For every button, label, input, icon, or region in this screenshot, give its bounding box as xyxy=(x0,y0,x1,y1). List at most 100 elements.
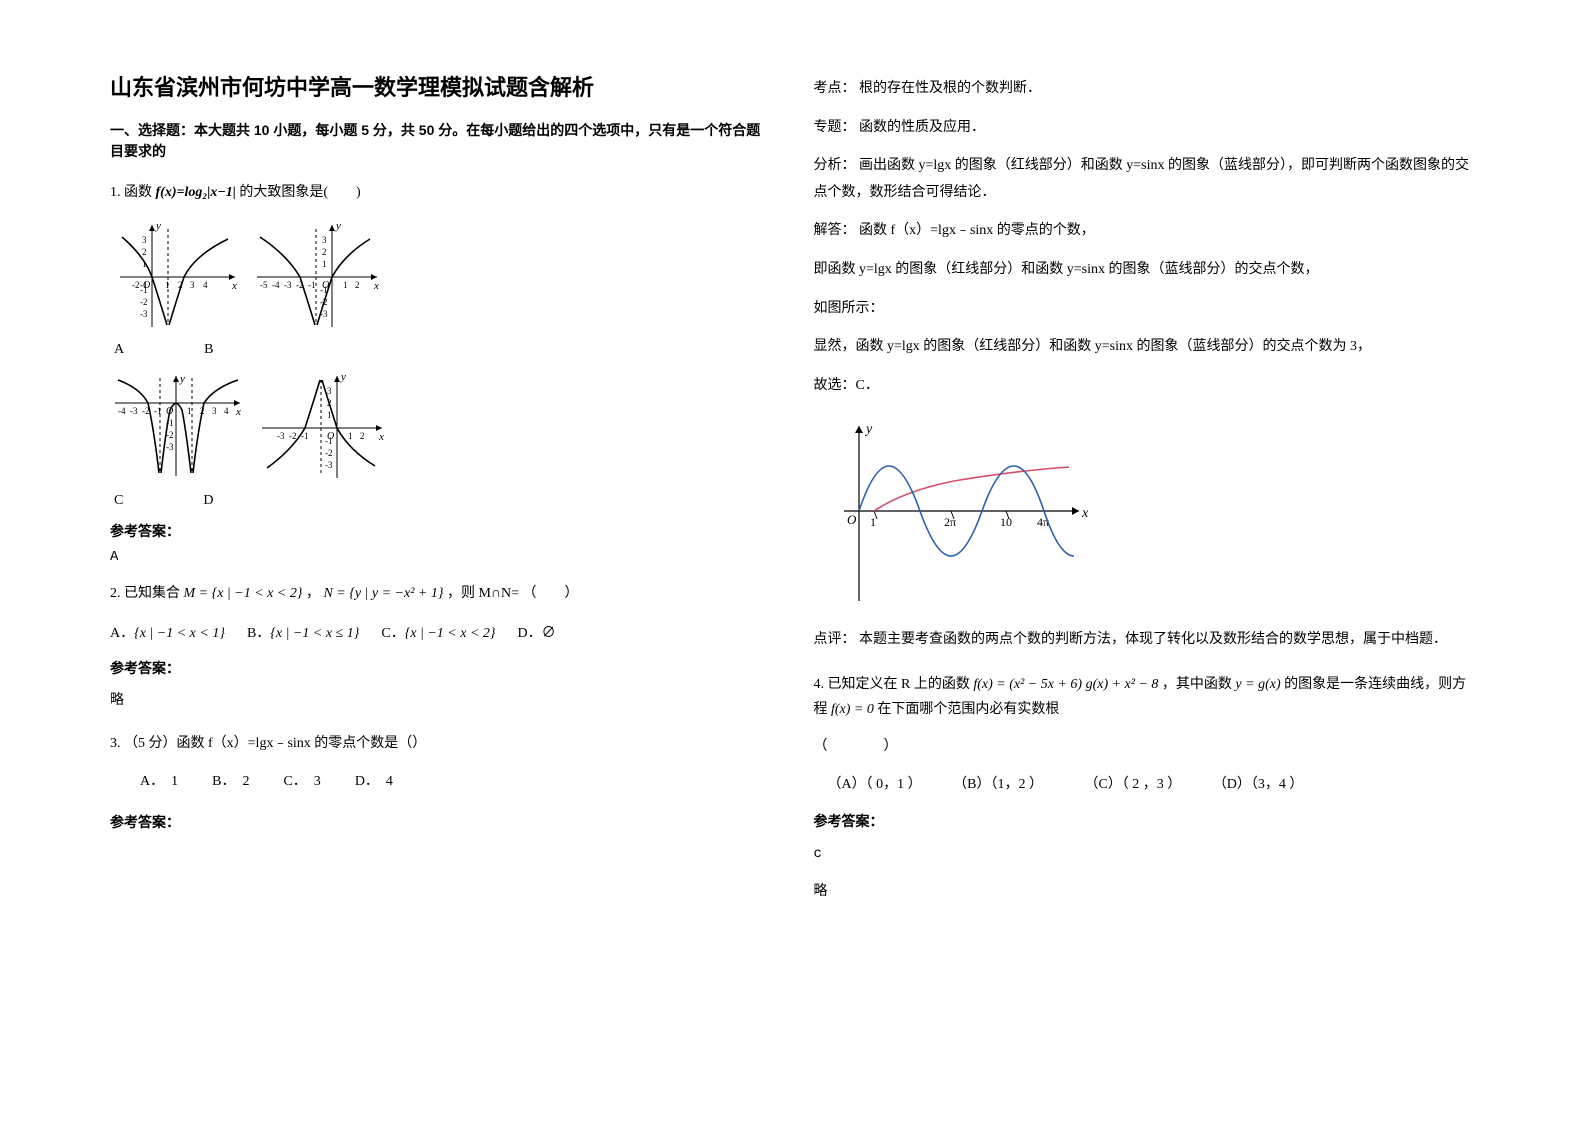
q2-opt-a: A．{x | −1 < x < 1} xyxy=(110,622,225,642)
q1-prefix: 1. 函数 xyxy=(110,185,156,200)
svg-text:1: 1 xyxy=(343,280,348,290)
svg-text:-1: -1 xyxy=(308,280,316,290)
left-column: 山东省滨州市何坊中学高一数学理模拟试题含解析 一、选择题：本大题共 10 小题，… xyxy=(90,70,794,1082)
q1-suffix: 的大致图象是( ) xyxy=(239,185,360,200)
q1-labels-cd: C D xyxy=(114,493,774,509)
svg-text:10: 10 xyxy=(1000,515,1012,529)
svg-text:1: 1 xyxy=(187,406,192,416)
q2-opt-c: C．{x | −1 < x < 2} xyxy=(381,622,495,642)
svg-text:3: 3 xyxy=(322,235,327,245)
q1-graphs-ab: y x O -2-1 1234 123 -1-2-3 y x O -5-4-3-… xyxy=(110,217,774,332)
q4-opt-c: （C）（ 2 ，3 ） xyxy=(1084,777,1181,792)
q3-opt-b: B． 2 xyxy=(212,770,249,790)
svg-text:-3: -3 xyxy=(277,431,285,441)
q4-options: （A）（ 0，1 ） （B）（1，2 ） （C）（ 2 ，3 ） （D）（3，4… xyxy=(814,772,1478,797)
q1-graph-b: y x O -5-4-3-2-1 12 123 -1-2-3 xyxy=(252,217,382,332)
svg-text:-3: -3 xyxy=(130,406,138,416)
q3-opt-d: D． 4 xyxy=(355,770,393,790)
svg-text:-1: -1 xyxy=(154,406,162,416)
q3-prompt: 3. （5 分）函数 f（x）=lgx﹣sinx 的零点个数是（） xyxy=(110,731,774,756)
svg-text:2: 2 xyxy=(355,280,360,290)
svg-text:x: x xyxy=(378,431,384,443)
q2-m: M = {x | −1 < x < 2} xyxy=(184,586,303,601)
svg-text:y: y xyxy=(340,371,346,383)
q1-label-d: D xyxy=(203,493,213,509)
q1-graph-a: y x O -2-1 1234 123 -1-2-3 xyxy=(110,217,240,332)
svg-text:y: y xyxy=(179,373,185,385)
q3-opt-a: A． 1 xyxy=(140,770,178,790)
svg-text:2π: 2π xyxy=(944,515,956,529)
q4-answer: c xyxy=(814,841,1478,868)
svg-text:3: 3 xyxy=(327,386,332,396)
q4-prefix: 4. 已知定义在 R 上的函数 xyxy=(814,677,974,692)
q4-eq: f(x) = 0 xyxy=(831,702,874,717)
q4-opt-b: （B）（1，2 ） xyxy=(953,777,1043,792)
page-title: 山东省滨州市何坊中学高一数学理模拟试题含解析 xyxy=(110,70,774,102)
q1-graph-c: y x O -4-3-2-1 1234 -1-2-3 xyxy=(110,368,245,483)
q1-labels-ab: A B xyxy=(114,342,774,358)
q2-mid: ， xyxy=(306,586,324,601)
svg-text:-3: -3 xyxy=(284,280,292,290)
q3-zhuanti: 专题： 函数的性质及应用． xyxy=(814,115,1478,142)
svg-text:1: 1 xyxy=(322,259,327,269)
q4-g: y = g(x) xyxy=(1235,677,1280,692)
svg-text:-2: -2 xyxy=(132,280,140,290)
q1-label-a: A xyxy=(114,342,124,358)
q1-label-c: C xyxy=(114,493,123,509)
svg-text:2: 2 xyxy=(142,247,147,257)
svg-text:-3: -3 xyxy=(140,309,148,319)
q2-answer: 略 xyxy=(110,688,774,715)
section-header: 一、选择题：本大题共 10 小题，每小题 5 分，共 50 分。在每小题给出的四… xyxy=(110,120,774,162)
svg-text:-3: -3 xyxy=(325,460,333,470)
svg-text:-2: -2 xyxy=(140,297,148,307)
q2-prompt: 2. 已知集合 M = {x | −1 < x < 2} ， N = {y | … xyxy=(110,581,774,606)
q2-suffix: ，则 M∩N= （ ） xyxy=(447,586,579,601)
q1-prompt: 1. 函数 f(x)=log₂|x−1| 的大致图象是( ) xyxy=(110,180,774,205)
q3-kaodian: 考点： 根的存在性及根的个数判断． xyxy=(814,76,1478,103)
q2-opt-d: D．∅ xyxy=(518,622,556,642)
q4-opt-d: （D）（3，4 ） xyxy=(1213,777,1304,792)
q4-opt-a: （A）（ 0，1 ） xyxy=(828,777,922,792)
q1-label-b: B xyxy=(204,342,213,358)
q4-paren: （ ） xyxy=(814,734,1478,759)
svg-text:3: 3 xyxy=(190,280,195,290)
svg-text:4: 4 xyxy=(224,406,229,416)
svg-text:-5: -5 xyxy=(260,280,268,290)
svg-text:-2: -2 xyxy=(289,431,297,441)
svg-text:1: 1 xyxy=(327,410,332,420)
q1-answer-label: 参考答案： xyxy=(110,521,774,541)
svg-text:1: 1 xyxy=(165,280,170,290)
q3-jieda2: 即函数 y=lgx 的图象（红线部分）和函数 y=sinx 的图象（蓝线部分）的… xyxy=(814,257,1478,284)
q2-answer-label: 参考答案： xyxy=(110,658,774,678)
right-column: 考点： 根的存在性及根的个数判断． 专题： 函数的性质及应用． 分析： 画出函数… xyxy=(794,70,1498,1082)
svg-text:3: 3 xyxy=(142,235,147,245)
svg-text:y: y xyxy=(864,422,873,437)
svg-text:y: y xyxy=(155,220,161,232)
svg-text:1: 1 xyxy=(348,431,353,441)
svg-text:-2: -2 xyxy=(325,448,333,458)
q3-jieda3: 如图所示： xyxy=(814,296,1478,323)
q3-opt-c: C． 3 xyxy=(283,770,320,790)
svg-text:3: 3 xyxy=(212,406,217,416)
svg-text:-4: -4 xyxy=(118,406,126,416)
q3-jieda5: 故选：C． xyxy=(814,373,1478,400)
q2-opt-b: B．{x | −1 < x ≤ 1} xyxy=(247,622,359,642)
q3-options: A． 1 B． 2 C． 3 D． 4 xyxy=(140,770,774,790)
svg-text:-4: -4 xyxy=(272,280,280,290)
q4-prompt: 4. 已知定义在 R 上的函数 f(x) = (x² − 5x + 6) g(x… xyxy=(814,672,1478,722)
svg-text:2: 2 xyxy=(360,431,365,441)
q1-answer: A xyxy=(110,549,774,565)
q4-answer2: 略 xyxy=(814,879,1478,906)
svg-text:1: 1 xyxy=(870,515,876,529)
svg-text:x: x xyxy=(235,406,241,418)
svg-text:y: y xyxy=(335,220,341,232)
q3-chart: y x O 1 2π 10 4π xyxy=(814,411,1094,611)
q4-mid1: ，其中函数 xyxy=(1162,677,1236,692)
q2-prefix: 2. 已知集合 xyxy=(110,586,184,601)
svg-text:4: 4 xyxy=(203,280,208,290)
q2-options: A．{x | −1 < x < 1} B．{x | −1 < x ≤ 1} C．… xyxy=(110,622,774,642)
svg-text:-3: -3 xyxy=(166,442,174,452)
q3-dianping: 点评： 本题主要考查函数的两点个数的判断方法，体现了转化以及数形结合的数学思想，… xyxy=(814,627,1478,654)
svg-text:x: x xyxy=(231,280,237,292)
q3-answer-label: 参考答案： xyxy=(110,812,774,832)
